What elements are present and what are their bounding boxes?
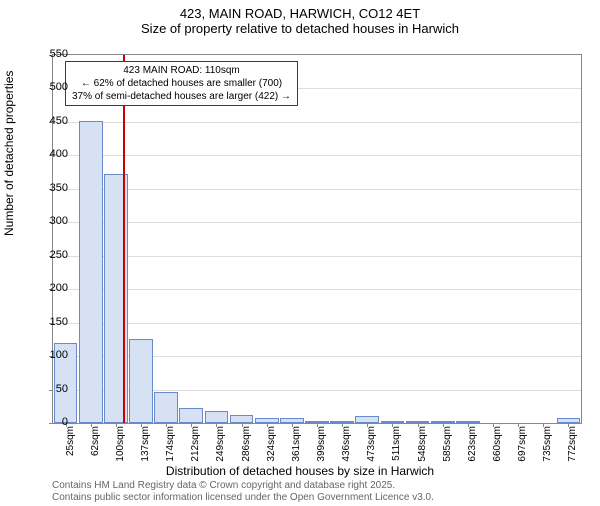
x-tick-label: 174sqm xyxy=(165,426,176,466)
y-tick-label: 300 xyxy=(38,215,68,227)
y-tick-label: 50 xyxy=(38,383,68,395)
grid-line xyxy=(53,323,581,324)
x-tick-label: 25sqm xyxy=(65,426,76,466)
grid-line xyxy=(53,289,581,290)
histogram-bar xyxy=(79,121,103,423)
histogram-bar xyxy=(230,415,254,423)
grid-line xyxy=(53,155,581,156)
y-tick-label: 500 xyxy=(38,81,68,93)
x-tick-label: 511sqm xyxy=(391,426,402,466)
x-tick-label: 100sqm xyxy=(115,426,126,466)
callout-line: 37% of semi-detached houses are larger (… xyxy=(72,90,291,103)
x-tick-label: 697sqm xyxy=(517,426,528,466)
y-tick-label: 250 xyxy=(38,249,68,261)
y-tick-label: 150 xyxy=(38,316,68,328)
x-tick-label: 286sqm xyxy=(241,426,252,466)
histogram-bar xyxy=(129,339,153,423)
y-tick-label: 100 xyxy=(38,349,68,361)
page-subtitle: Size of property relative to detached ho… xyxy=(0,21,600,36)
x-tick-label: 473sqm xyxy=(366,426,377,466)
y-tick-label: 350 xyxy=(38,182,68,194)
x-tick-label: 137sqm xyxy=(140,426,151,466)
marker-line xyxy=(123,55,125,423)
x-tick-label: 399sqm xyxy=(316,426,327,466)
marker-callout: 423 MAIN ROAD: 110sqm← 62% of detached h… xyxy=(65,61,298,106)
x-tick-label: 623sqm xyxy=(467,426,478,466)
grid-line xyxy=(53,122,581,123)
x-tick-label: 361sqm xyxy=(291,426,302,466)
x-tick-label: 436sqm xyxy=(341,426,352,466)
callout-line: 423 MAIN ROAD: 110sqm xyxy=(72,64,291,77)
histogram-bar xyxy=(179,408,203,423)
histogram-chart: 423 MAIN ROAD: 110sqm← 62% of detached h… xyxy=(52,54,582,424)
x-tick-label: 735sqm xyxy=(542,426,553,466)
histogram-bar xyxy=(355,416,379,423)
histogram-bar xyxy=(154,392,178,423)
x-tick-label: 548sqm xyxy=(417,426,428,466)
histogram-bar xyxy=(205,411,229,423)
x-tick-label: 772sqm xyxy=(567,426,578,466)
page-title: 423, MAIN ROAD, HARWICH, CO12 4ET xyxy=(0,6,600,21)
grid-line xyxy=(53,222,581,223)
x-tick-label: 212sqm xyxy=(190,426,201,466)
grid-line xyxy=(53,256,581,257)
y-tick-label: 200 xyxy=(38,282,68,294)
footer-line-2: Contains public sector information licen… xyxy=(52,492,434,504)
x-tick-label: 249sqm xyxy=(215,426,226,466)
y-tick-label: 450 xyxy=(38,115,68,127)
x-tick-label: 324sqm xyxy=(266,426,277,466)
grid-line xyxy=(53,189,581,190)
y-tick-label: 0 xyxy=(38,416,68,428)
y-tick-label: 400 xyxy=(38,148,68,160)
x-tick-label: 660sqm xyxy=(492,426,503,466)
x-tick-label: 62sqm xyxy=(90,426,101,466)
callout-line: ← 62% of detached houses are smaller (70… xyxy=(72,77,291,90)
footer-line-1: Contains HM Land Registry data © Crown c… xyxy=(52,480,434,492)
y-axis-label: Number of detached properties xyxy=(2,71,16,236)
footer-attribution: Contains HM Land Registry data © Crown c… xyxy=(52,480,434,504)
x-tick-label: 585sqm xyxy=(442,426,453,466)
x-axis-label: Distribution of detached houses by size … xyxy=(0,464,600,478)
y-tick-label: 550 xyxy=(38,48,68,60)
